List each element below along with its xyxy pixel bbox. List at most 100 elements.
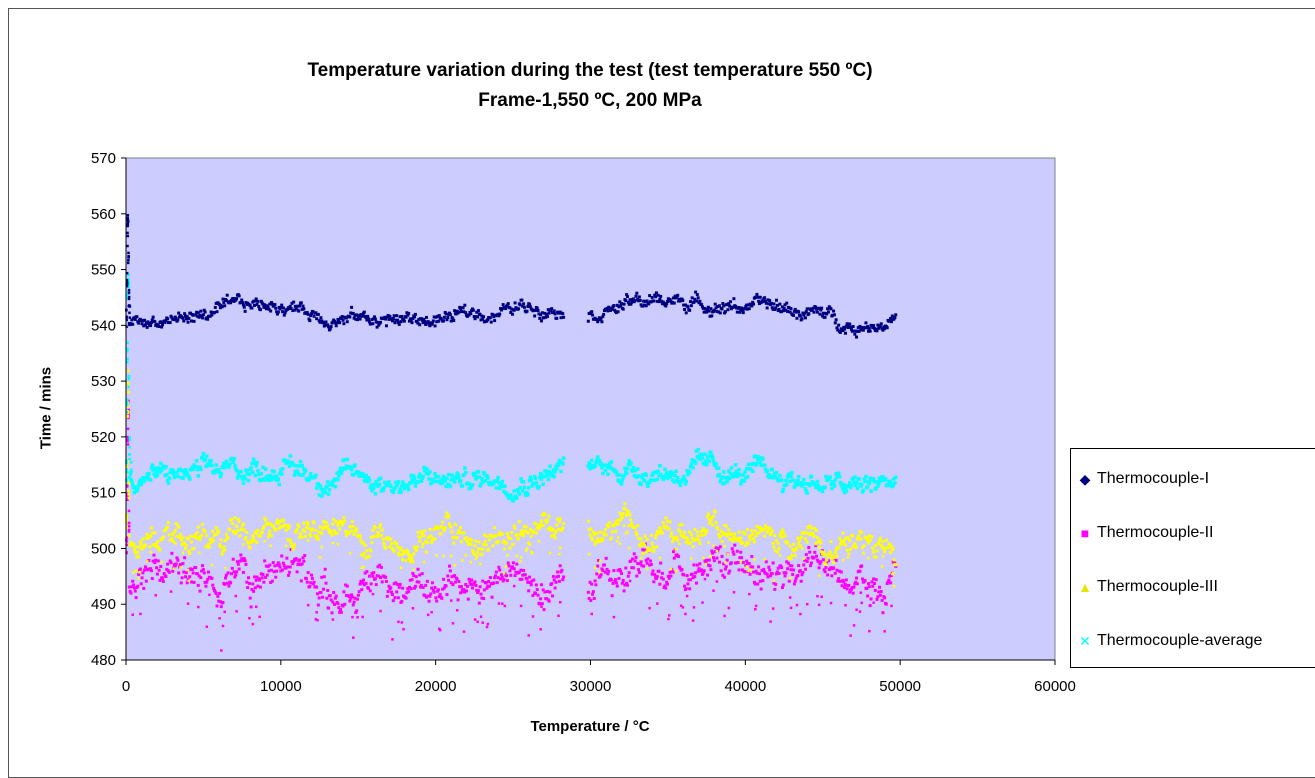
data-point bbox=[528, 302, 532, 306]
data-point bbox=[513, 584, 516, 588]
data-point bbox=[349, 596, 353, 600]
data-point bbox=[192, 546, 196, 550]
data-point bbox=[363, 571, 367, 575]
data-point bbox=[223, 610, 226, 614]
data-point bbox=[195, 572, 199, 576]
data-point bbox=[774, 470, 779, 475]
data-point bbox=[390, 593, 394, 597]
data-point bbox=[242, 474, 247, 478]
data-point bbox=[340, 468, 344, 472]
data-point bbox=[299, 579, 303, 583]
data-point bbox=[763, 299, 767, 303]
data-point bbox=[454, 474, 459, 479]
data-point bbox=[161, 579, 165, 583]
data-point bbox=[788, 596, 792, 599]
data-point bbox=[474, 315, 478, 319]
data-point bbox=[236, 562, 240, 566]
data-point bbox=[528, 305, 532, 309]
data-point bbox=[558, 564, 562, 568]
data-point bbox=[551, 468, 556, 472]
data-point bbox=[769, 531, 773, 535]
data-point bbox=[182, 473, 187, 477]
data-point bbox=[189, 567, 193, 571]
data-point bbox=[823, 485, 827, 489]
data-point bbox=[263, 467, 268, 472]
data-point bbox=[275, 521, 279, 525]
data-point bbox=[286, 538, 290, 542]
data-point bbox=[320, 319, 324, 323]
data-point bbox=[397, 620, 400, 624]
data-point bbox=[616, 568, 620, 572]
data-point bbox=[455, 309, 459, 313]
data-point bbox=[157, 324, 161, 328]
data-point bbox=[790, 470, 794, 475]
data-point bbox=[128, 446, 131, 449]
data-point bbox=[458, 585, 462, 589]
data-point bbox=[456, 531, 460, 535]
data-point bbox=[545, 473, 550, 478]
data-point bbox=[228, 528, 232, 532]
data-point bbox=[206, 542, 210, 546]
data-point bbox=[612, 569, 616, 573]
data-point bbox=[639, 482, 643, 487]
data-point bbox=[637, 571, 641, 575]
data-point bbox=[254, 463, 258, 468]
data-point bbox=[305, 580, 309, 584]
data-point bbox=[739, 309, 743, 313]
data-point bbox=[134, 596, 138, 600]
data-point bbox=[224, 539, 228, 543]
data-point bbox=[407, 585, 411, 589]
data-point bbox=[526, 580, 530, 584]
data-point bbox=[877, 541, 881, 545]
data-point bbox=[245, 469, 249, 474]
data-point bbox=[130, 318, 134, 322]
data-point bbox=[477, 475, 482, 479]
data-point bbox=[333, 529, 337, 533]
data-point bbox=[710, 549, 714, 553]
data-point bbox=[209, 310, 213, 314]
data-point bbox=[157, 568, 161, 572]
data-point bbox=[419, 583, 423, 587]
data-point bbox=[544, 469, 548, 473]
data-point bbox=[240, 298, 244, 302]
data-point bbox=[619, 569, 623, 573]
data-point bbox=[751, 461, 756, 466]
data-point bbox=[558, 310, 562, 314]
data-point bbox=[236, 473, 241, 478]
data-point bbox=[629, 559, 633, 563]
data-point bbox=[635, 291, 639, 295]
data-point bbox=[603, 570, 607, 574]
data-point bbox=[813, 526, 817, 530]
data-point bbox=[195, 467, 200, 472]
data-point bbox=[613, 580, 617, 584]
data-point bbox=[545, 312, 549, 316]
data-point bbox=[883, 327, 887, 331]
data-point bbox=[717, 304, 721, 308]
data-point bbox=[545, 597, 549, 601]
data-point bbox=[723, 567, 727, 571]
data-point bbox=[533, 476, 538, 481]
data-point bbox=[792, 568, 796, 572]
data-point bbox=[784, 478, 788, 483]
data-point bbox=[757, 302, 761, 306]
data-point bbox=[745, 541, 749, 545]
data-point bbox=[850, 329, 854, 333]
data-point bbox=[367, 554, 371, 558]
data-point bbox=[739, 560, 743, 563]
data-point bbox=[322, 575, 326, 579]
data-point bbox=[841, 487, 845, 492]
data-point bbox=[201, 451, 206, 456]
data-point bbox=[622, 302, 626, 306]
data-point bbox=[132, 586, 136, 590]
data-point bbox=[348, 552, 352, 555]
data-point bbox=[397, 322, 401, 326]
data-point bbox=[497, 533, 501, 537]
data-point bbox=[782, 306, 786, 310]
data-point bbox=[444, 584, 448, 588]
data-point bbox=[247, 581, 251, 585]
data-point bbox=[351, 603, 355, 607]
data-point bbox=[280, 472, 284, 476]
data-point bbox=[137, 572, 141, 576]
data-point bbox=[385, 594, 389, 598]
data-point bbox=[139, 318, 143, 322]
